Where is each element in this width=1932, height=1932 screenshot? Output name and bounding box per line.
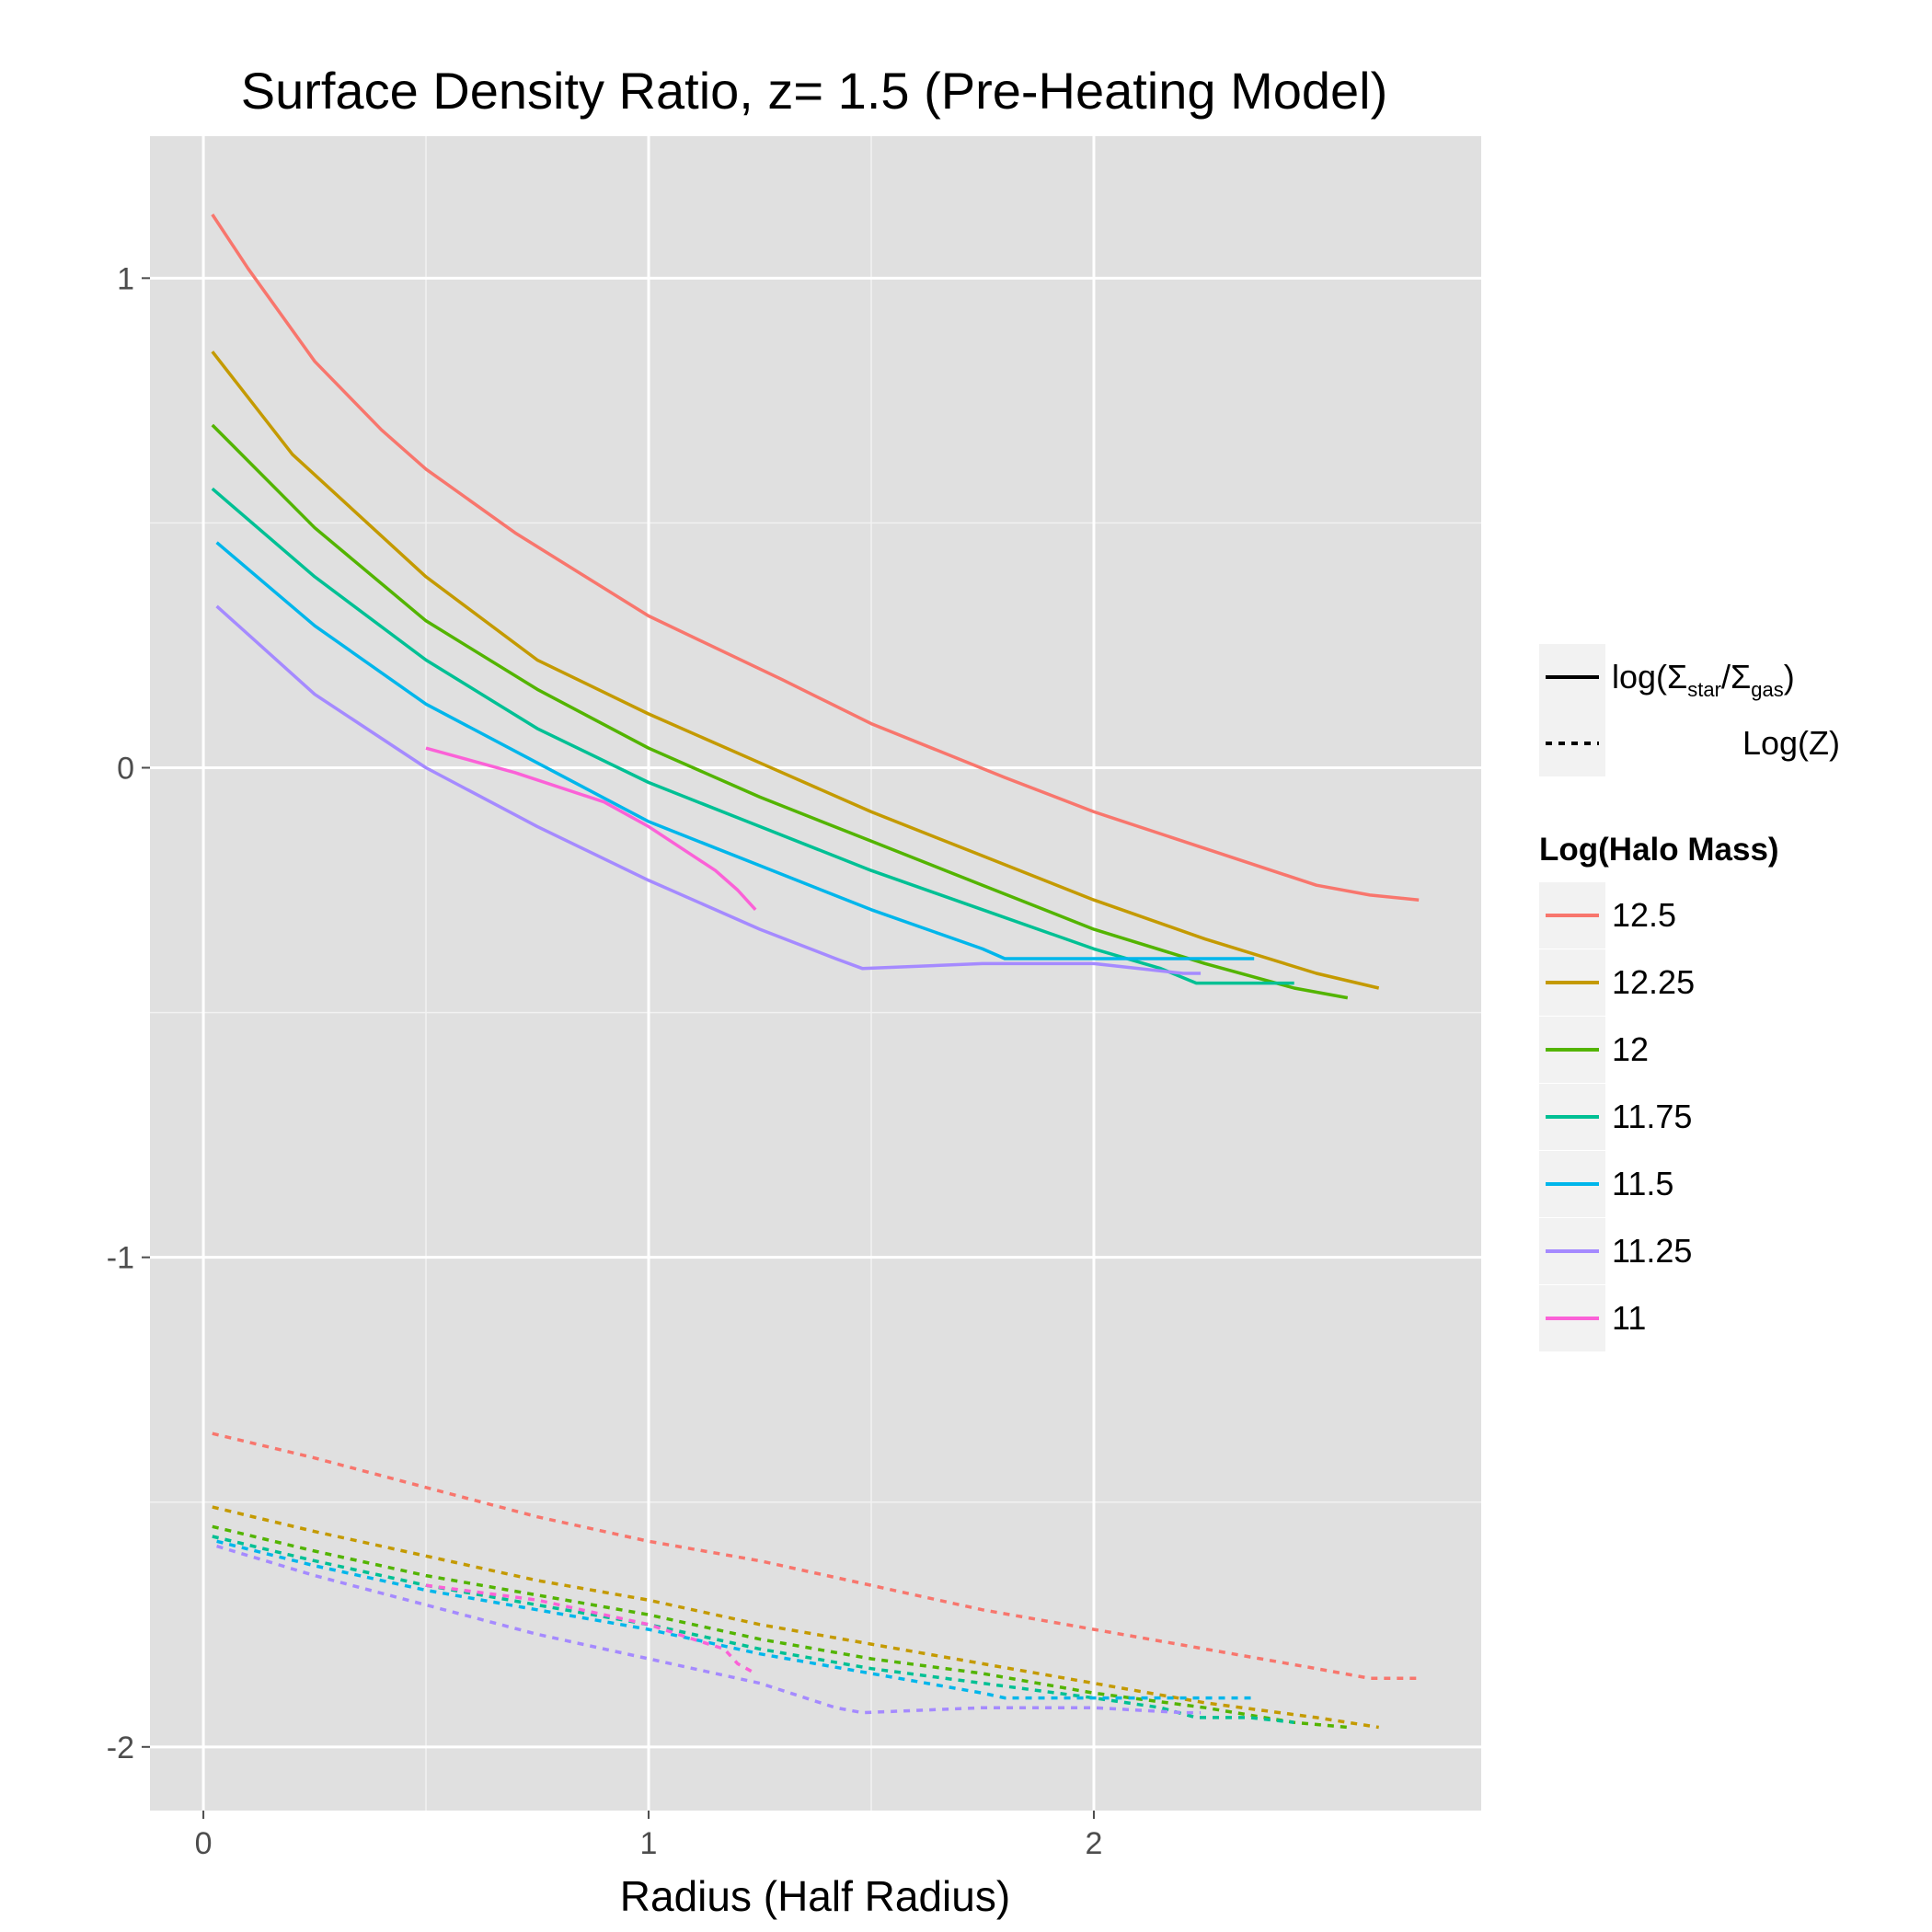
y-tick-label: 0 <box>117 751 134 786</box>
legend-label-11.75: 11.75 <box>1612 1098 1692 1135</box>
legend-label-11.5: 11.5 <box>1612 1165 1673 1202</box>
color-legend-title: Log(Halo Mass) <box>1539 832 1779 868</box>
series-lines <box>211 213 1420 1730</box>
y-tick-label: -2 <box>107 1731 134 1765</box>
series-ratio-line-11 <box>425 746 757 911</box>
y-axis: -2 -1 0 1 <box>107 261 150 1765</box>
legend-label-11.25: 11.25 <box>1612 1232 1692 1270</box>
legend-label-ratio: log(Σstar/Σgas) <box>1612 658 1795 701</box>
chart-title: Surface Density Ratio, z= 1.5 (Pre-Heati… <box>241 62 1388 120</box>
x-tick-label: 0 <box>195 1826 213 1861</box>
legend-label-metallicity: Log(Z) <box>1742 724 1840 762</box>
color-legend: 12.5 12.25 12 11.75 11.5 11.25 11 <box>1539 882 1695 1351</box>
legend-label-12.25: 12.25 <box>1612 963 1695 1001</box>
series-metallicity-line-11 <box>425 1583 757 1675</box>
series-ratio-line-11.5 <box>215 541 1255 960</box>
linetype-legend: log(Σstar/Σgas) Log(Z) <box>1539 644 1840 776</box>
series-ratio-line-12 <box>211 423 1349 1000</box>
series-ratio-line-11.25 <box>215 604 1202 975</box>
legend-label-12: 12 <box>1612 1030 1649 1068</box>
minor-gridlines <box>150 136 1481 1811</box>
x-tick-label: 1 <box>640 1826 658 1861</box>
y-tick-label: -1 <box>107 1241 134 1276</box>
series-metallicity-line-11.5 <box>216 1539 1255 1700</box>
series-metallicity-line-12.25 <box>212 1505 1379 1730</box>
major-gridlines <box>150 136 1481 1811</box>
y-tick-label: 1 <box>117 261 134 296</box>
plot-panel <box>150 136 1481 1811</box>
x-tick-label: 2 <box>1086 1826 1103 1861</box>
series-ratio-line-12.5 <box>211 213 1420 902</box>
series-ratio-line-12.25 <box>211 351 1380 990</box>
series-ratio-line-11.75 <box>211 487 1294 985</box>
x-axis: 0 1 2 <box>195 1811 1103 1861</box>
legend-label-11: 11 <box>1612 1299 1646 1337</box>
series-metallicity-line-11.25 <box>216 1544 1202 1715</box>
series-metallicity-line-12.5 <box>212 1432 1420 1681</box>
legend-label-12.5: 12.5 <box>1612 896 1676 934</box>
x-axis-title: Radius (Half Radius) <box>620 1872 1010 1920</box>
